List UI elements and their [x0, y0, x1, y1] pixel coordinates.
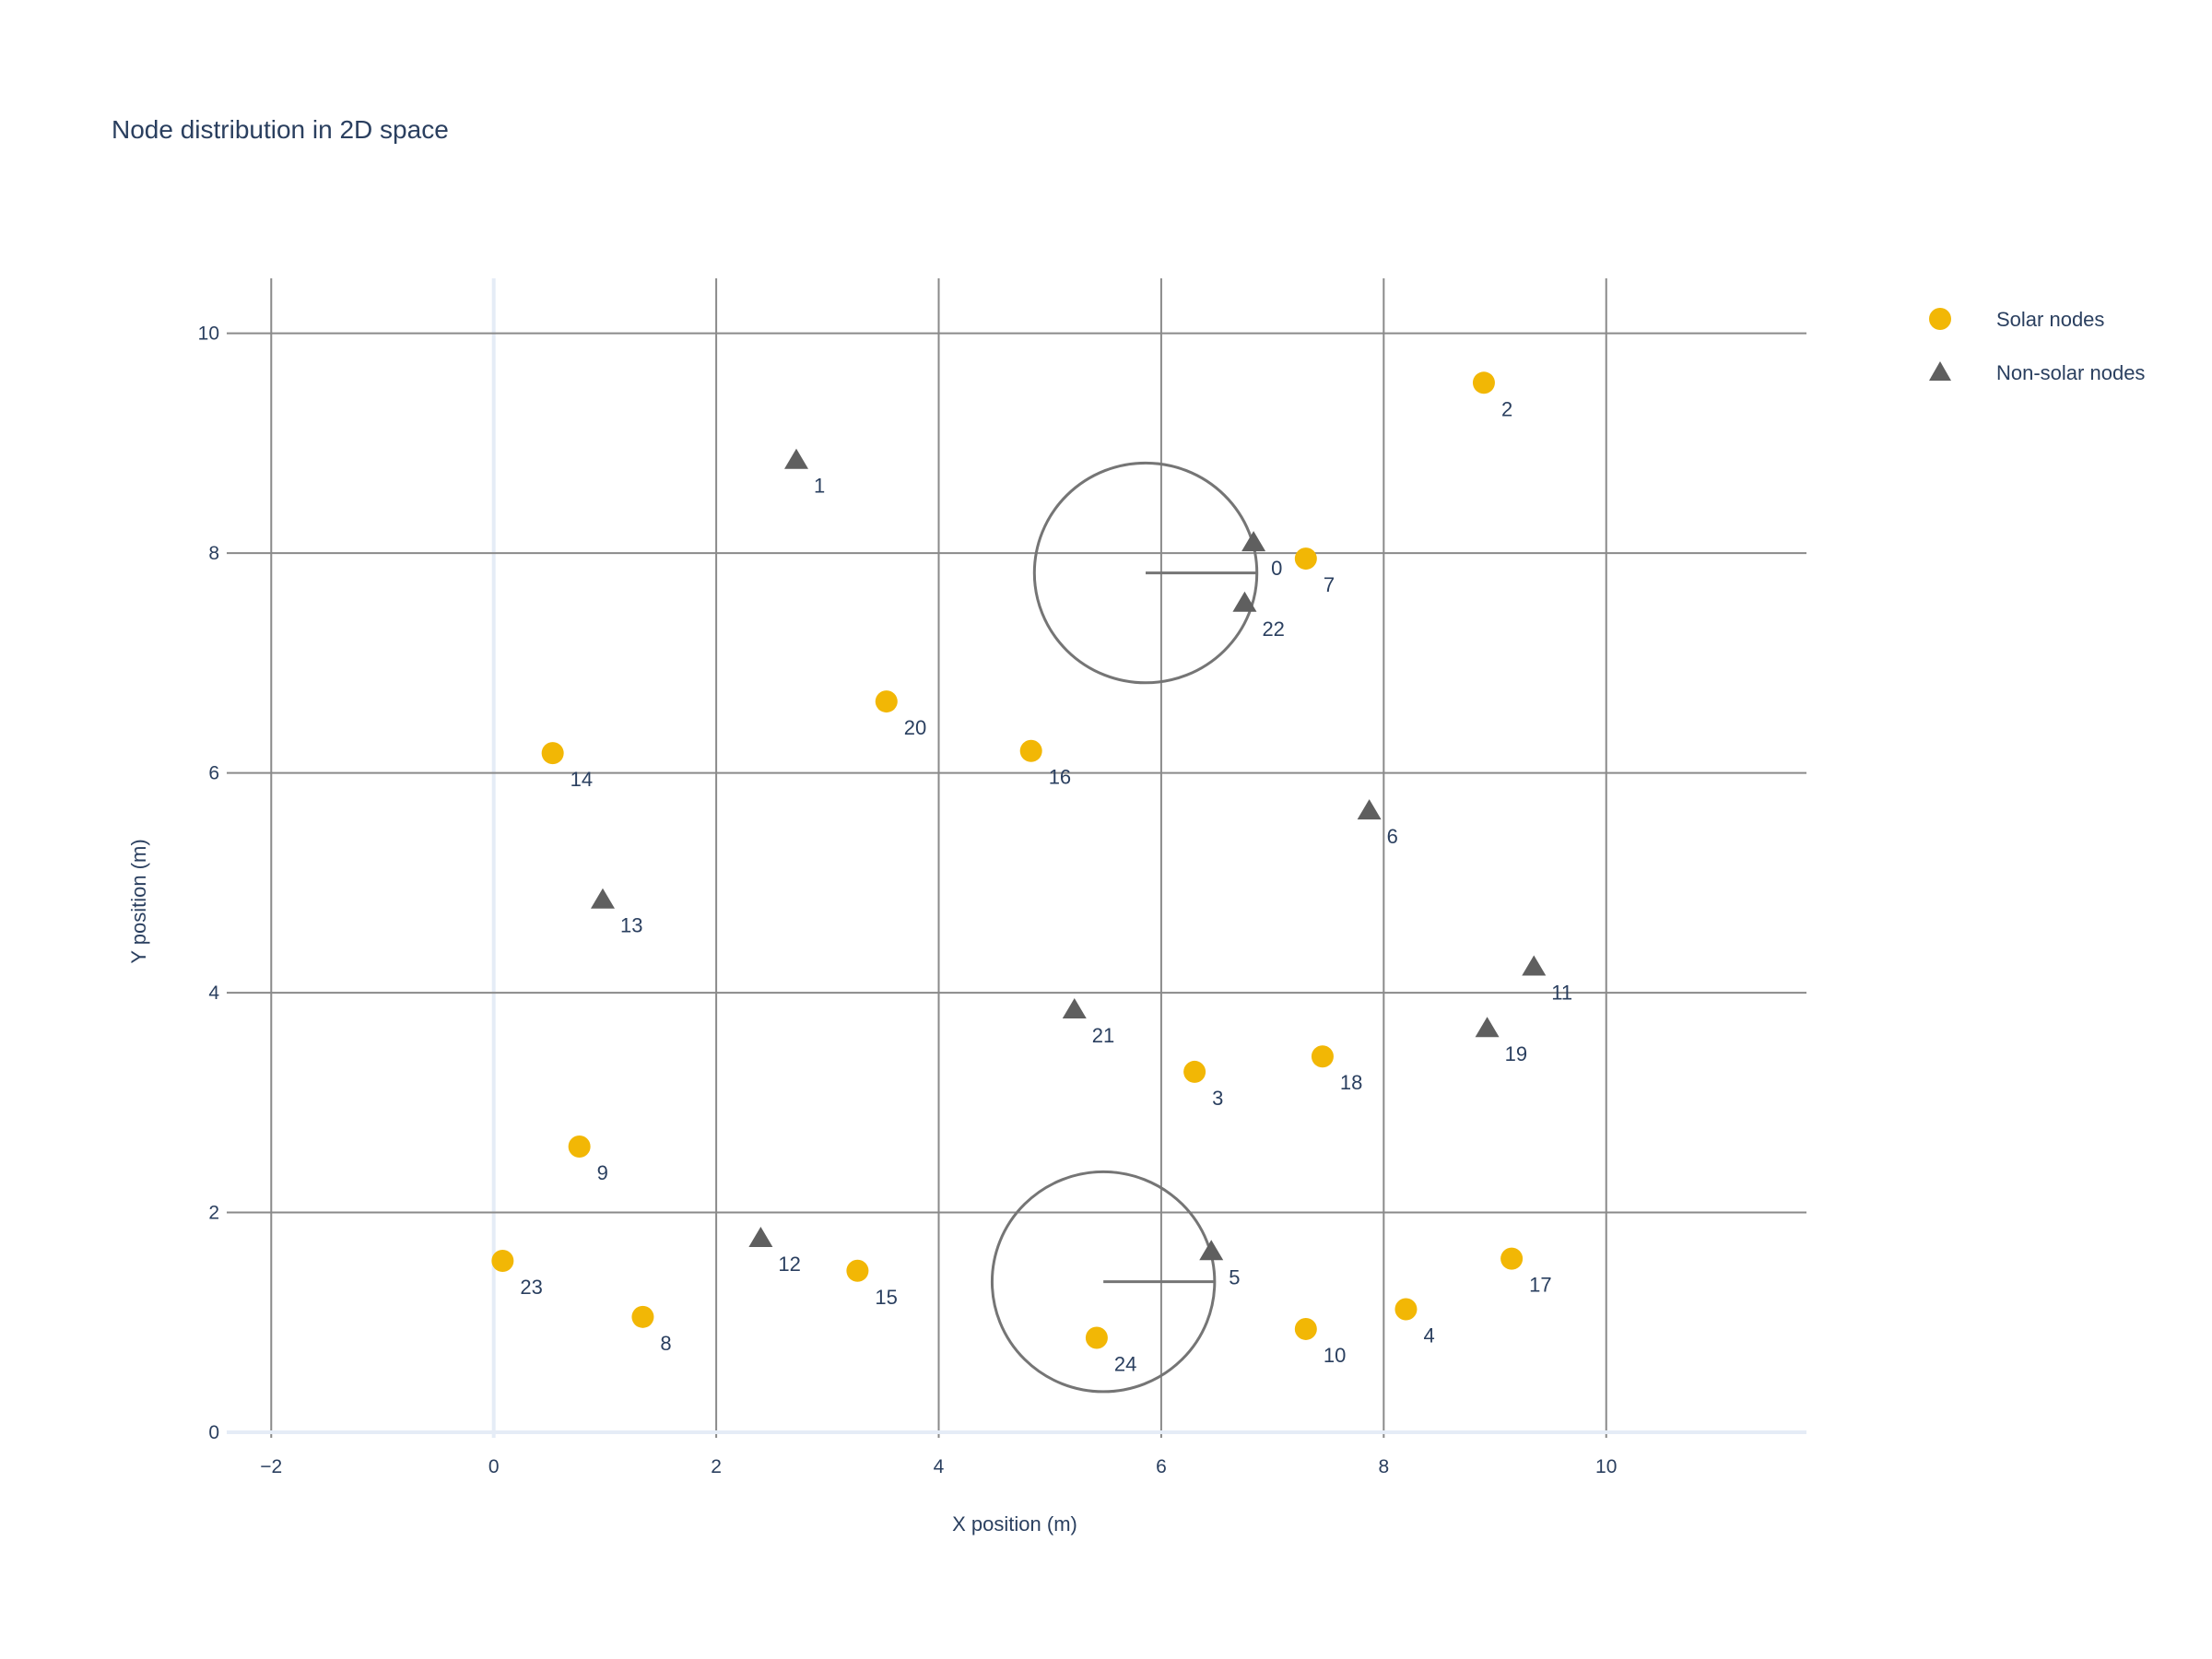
node-label: 0	[1271, 557, 1282, 580]
node-label: 3	[1212, 1087, 1223, 1110]
x-axis-title: X position (m)	[952, 1512, 1077, 1535]
solar-node-point	[541, 742, 564, 765]
node-label: 23	[520, 1276, 542, 1299]
non-solar-node-point	[784, 448, 809, 469]
y-tick-label: 2	[208, 1203, 219, 1224]
y-tick-label: 4	[208, 982, 219, 1004]
solar-node-point	[846, 1259, 869, 1282]
node-label: 24	[1114, 1352, 1136, 1375]
legend-label-non-solar: Non-solar nodes	[1996, 361, 2145, 384]
node-label: 20	[904, 716, 926, 739]
y-tick-label: 10	[198, 324, 219, 345]
y-tick-label: 6	[208, 763, 219, 784]
node-label: 9	[597, 1161, 608, 1184]
node-label: 11	[1551, 981, 1572, 1004]
non-solar-node-point	[748, 1226, 773, 1247]
node-label: 22	[1262, 618, 1284, 641]
node-label: 8	[660, 1332, 671, 1355]
solar-node-point	[1085, 1326, 1108, 1349]
node-label: 6	[1387, 825, 1398, 848]
solar-node-point	[1311, 1045, 1334, 1068]
range-circles	[990, 461, 1259, 1394]
solar-node-point	[631, 1305, 654, 1328]
node-label: 13	[620, 914, 642, 937]
non-solar-node-point	[1199, 1240, 1224, 1261]
x-tick-label: 0	[488, 1456, 500, 1477]
legend-label-solar: Solar nodes	[1996, 308, 2104, 331]
chart-title: Node distribution in 2D space	[112, 115, 449, 144]
non-solar-node-point	[1357, 799, 1382, 820]
x-tick-label: −2	[260, 1456, 282, 1477]
node-label: 19	[1505, 1042, 1527, 1065]
solar-node-point	[1183, 1060, 1206, 1083]
node-label: 2	[1501, 397, 1512, 420]
solar-node-point	[1500, 1247, 1524, 1270]
legend-item-solar[interactable]: Solar nodes	[1929, 308, 2104, 331]
non-solar-node-point	[1475, 1017, 1500, 1038]
solar-node-point	[568, 1135, 591, 1159]
node-label: 10	[1324, 1344, 1346, 1367]
non-solar-node-point	[1062, 997, 1087, 1018]
node-label: 15	[875, 1286, 897, 1309]
solar-node-point	[1394, 1298, 1418, 1321]
solar-node-point	[1472, 371, 1495, 394]
solar-node-point	[491, 1250, 514, 1273]
x-tick-label: 4	[934, 1456, 945, 1477]
legend-item-non-solar[interactable]: Non-solar nodes	[1929, 361, 2145, 384]
grid	[227, 278, 1806, 1438]
solar-node-point	[875, 690, 898, 713]
non-solar-node-point	[1232, 591, 1257, 612]
node-label: 16	[1049, 766, 1071, 789]
legend: Solar nodes Non-solar nodes	[1929, 308, 2145, 384]
x-tick-label: 8	[1378, 1456, 1389, 1477]
x-tick-label: 6	[1156, 1456, 1167, 1477]
y-tick-label: 8	[208, 543, 219, 564]
x-tick-label: 10	[1595, 1456, 1617, 1477]
node-label: 1	[814, 475, 825, 498]
solar-node-point	[1019, 739, 1042, 762]
y-axis-title: Y position (m)	[127, 839, 150, 963]
y-tick-label: 0	[208, 1422, 219, 1443]
node-label: 21	[1092, 1024, 1114, 1047]
non-solar-node-point	[1522, 955, 1547, 976]
node-label: 17	[1529, 1274, 1551, 1297]
solar-node-point	[1294, 547, 1317, 571]
node-label: 5	[1229, 1265, 1240, 1288]
non-solar-node-point	[590, 888, 615, 909]
legend-triangle-marker-icon	[1929, 361, 1951, 381]
x-tick-label: 2	[711, 1456, 722, 1477]
solar-node-point	[1294, 1317, 1317, 1340]
node-label: 12	[778, 1253, 800, 1276]
node-label: 7	[1324, 573, 1335, 596]
legend-circle-marker-icon	[1929, 308, 1951, 330]
node-label: 18	[1340, 1071, 1362, 1094]
node-label: 4	[1423, 1324, 1434, 1347]
non-solar-node-point	[1241, 531, 1266, 552]
node-label: 14	[571, 768, 593, 791]
